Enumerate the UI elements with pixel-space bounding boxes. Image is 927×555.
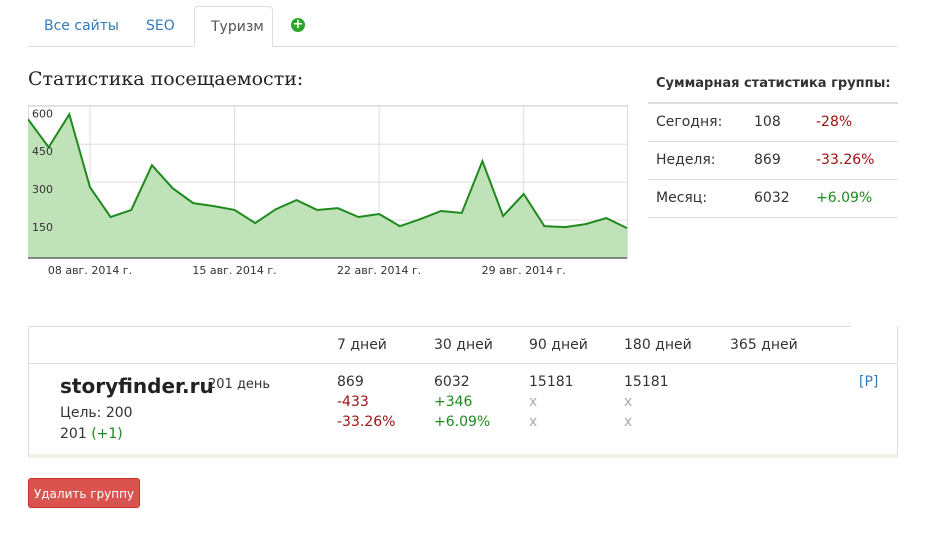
cell: 869 [337, 374, 364, 390]
change: +6.09% [816, 190, 873, 206]
tab-active[interactable]: Туризм [194, 6, 273, 47]
cell: +6.09% [434, 414, 491, 430]
label: Месяц: [656, 190, 708, 206]
line [28, 111, 628, 230]
cell: +346 [434, 394, 473, 410]
cell: x [624, 414, 633, 430]
change: -28% [816, 114, 853, 130]
site-table [28, 326, 898, 458]
link[interactable]: [P] [859, 374, 879, 390]
x-tick-label: 29 авг. 2014 г. [482, 264, 566, 277]
summary-row: Неделя: 869 -33.26% [648, 142, 898, 180]
column-header: 90 дней [529, 337, 588, 353]
summary: Суммарная статистика группы: Сегодня: 108… [648, 64, 898, 218]
site-name[interactable]: storyfinder.ru [60, 374, 214, 398]
cell: 15181 [624, 374, 669, 390]
y-tick-label: 300 [32, 183, 53, 196]
column-header: 365 дней [730, 337, 798, 353]
value: 869 [754, 152, 781, 168]
column-header: 7 дней [337, 337, 387, 353]
tab[interactable]: Все сайты [44, 18, 119, 34]
y-tick-label: 450 [32, 145, 53, 158]
x-tick-label: 08 авг. 2014 г. [48, 264, 132, 277]
summary-row: Месяц: 6032 +6.09% [648, 180, 898, 218]
site-age: 201 день [208, 377, 271, 392]
x-tick-label: 22 авг. 2014 г. [337, 264, 421, 277]
cell: x [529, 414, 538, 430]
cell: -33.26% [337, 414, 396, 430]
divider [28, 326, 851, 327]
label: Неделя: [656, 152, 716, 168]
site-goal: Цель: 200 [60, 405, 133, 421]
delete-button[interactable]: Удалить группу [28, 478, 140, 508]
tab[interactable]: SEO [146, 18, 175, 34]
column-header: 30 дней [434, 337, 493, 353]
change: -33.26% [816, 152, 875, 168]
chart: 150 300 450 600 08 авг. 2014 г. 15 авг. 2014 … [28, 105, 628, 277]
divider [29, 363, 897, 364]
cell: 6032 [434, 374, 470, 390]
label: Сегодня: [656, 114, 723, 130]
cell: 15181 [529, 374, 574, 390]
delta: (+1) [91, 426, 123, 442]
y-tick-label: 150 [32, 221, 53, 234]
x-tick-label: 15 авг. 2014 г. [192, 264, 276, 277]
cell: x [529, 394, 538, 410]
cell: -433 [337, 394, 369, 410]
area [28, 114, 627, 258]
tabs: Все сайты SEO Туризм [28, 0, 897, 47]
summary-row: Сегодня: 108 -28% [648, 104, 898, 142]
value: 6032 [754, 190, 790, 206]
y-tick-label: 600 [32, 107, 53, 120]
column-header: 180 дней [624, 337, 692, 353]
add-tab-icon[interactable]: + [291, 17, 305, 32]
summary-title: Суммарная статистика группы: [648, 64, 898, 104]
current: 201 [60, 426, 87, 442]
chart-title: Статистика посещаемости: [28, 68, 304, 90]
cell: x [624, 394, 633, 410]
value: 108 [754, 114, 781, 130]
site-current: 201 (+1) [60, 426, 123, 442]
